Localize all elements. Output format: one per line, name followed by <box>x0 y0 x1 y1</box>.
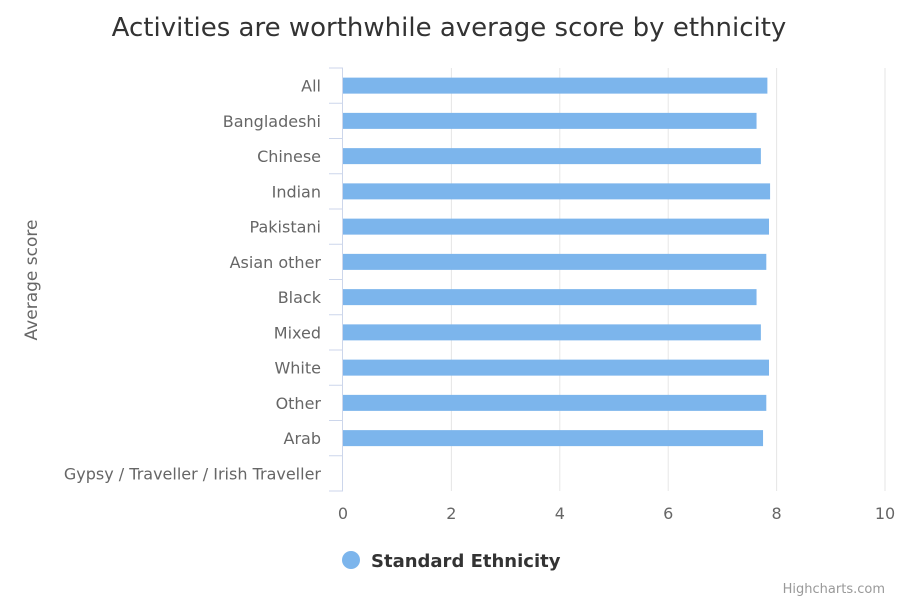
category-label: Arab <box>284 429 321 448</box>
chart-title: Activities are worthwhile average score … <box>112 13 787 43</box>
legend-label[interactable]: Standard Ethnicity <box>371 551 561 572</box>
value-axis-title: Average score <box>22 220 42 341</box>
category-label: Other <box>276 394 322 413</box>
category-label: Mixed <box>274 323 321 342</box>
bar-white[interactable] <box>343 360 769 376</box>
category-label: Chinese <box>257 147 321 166</box>
category-label: Pakistani <box>250 218 321 237</box>
category-label: Black <box>278 288 322 307</box>
value-tick-label: 6 <box>663 504 673 523</box>
bar-all[interactable] <box>343 78 767 94</box>
category-label: All <box>301 77 321 96</box>
category-label: White <box>274 359 321 378</box>
bar-mixed[interactable] <box>343 324 761 340</box>
category-label: Gypsy / Traveller / Irish Traveller <box>64 464 322 483</box>
bars <box>343 78 770 447</box>
bar-bangladeshi[interactable] <box>343 113 757 129</box>
category-label: Asian other <box>230 253 322 272</box>
bar-other[interactable] <box>343 395 766 411</box>
bar-chinese[interactable] <box>343 148 761 164</box>
gridlines <box>451 68 885 491</box>
bar-asian-other[interactable] <box>343 254 766 270</box>
value-tick-label: 8 <box>772 504 782 523</box>
value-tick-label: 10 <box>875 504 895 523</box>
value-tick-label: 4 <box>555 504 565 523</box>
category-label: Indian <box>272 182 321 201</box>
value-tick-label: 0 <box>338 504 348 523</box>
legend-symbol[interactable] <box>342 551 360 569</box>
value-tick-label: 2 <box>446 504 456 523</box>
credits-link[interactable]: Highcharts.com <box>783 582 885 597</box>
category-label: Bangladeshi <box>223 112 321 131</box>
bar-pakistani[interactable] <box>343 219 769 235</box>
bar-indian[interactable] <box>343 183 770 199</box>
legend[interactable]: Standard Ethnicity <box>342 551 561 572</box>
bar-black[interactable] <box>343 289 757 305</box>
bar-arab[interactable] <box>343 430 763 446</box>
